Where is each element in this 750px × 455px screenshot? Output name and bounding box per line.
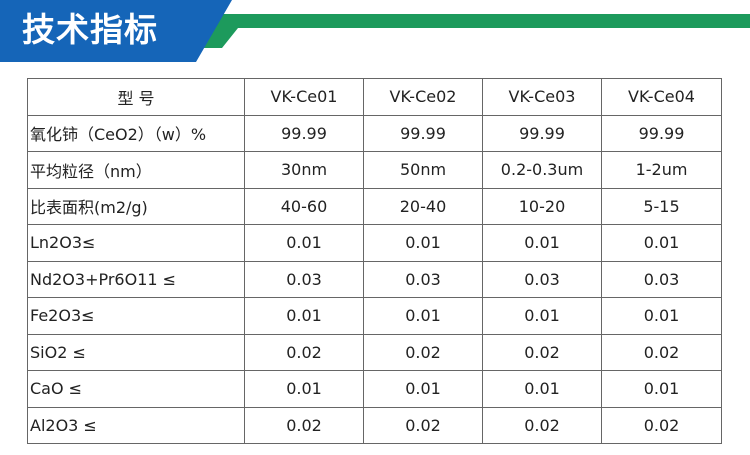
table-row: 平均粒径（nm） 30nm 50nm 0.2-0.3um 1-2um xyxy=(27,151,722,189)
table-cell: 0.03 xyxy=(482,260,602,298)
table-cell: 99.99 xyxy=(601,114,722,152)
row-label: Fe2O3≤ xyxy=(27,297,245,335)
table-cell: 20-40 xyxy=(363,187,483,225)
table-cell: 0.01 xyxy=(482,370,602,408)
header-cell-model-4: VK-Ce04 xyxy=(601,78,722,116)
header-cell-model-2: VK-Ce02 xyxy=(363,78,483,116)
table-cell: 0.01 xyxy=(482,297,602,335)
table-cell: 0.03 xyxy=(244,260,364,298)
table-cell: 0.02 xyxy=(482,333,602,371)
table-row: CaO ≤ 0.01 0.01 0.01 0.01 xyxy=(27,370,722,408)
row-label: Ln2O3≤ xyxy=(27,224,245,262)
table-cell: 0.01 xyxy=(363,297,483,335)
table-cell: 0.01 xyxy=(244,370,364,408)
table-cell: 0.02 xyxy=(363,406,483,444)
row-label: 比表面积(m2/g) xyxy=(27,187,245,225)
table-header-row: 型 号 VK-Ce01 VK-Ce02 VK-Ce03 VK-Ce04 xyxy=(27,78,722,116)
table-row: SiO2 ≤ 0.02 0.02 0.02 0.02 xyxy=(27,333,722,371)
row-label: Nd2O3+Pr6O11 ≤ xyxy=(27,260,245,298)
row-label: SiO2 ≤ xyxy=(27,333,245,371)
header-cell-model-3: VK-Ce03 xyxy=(482,78,602,116)
table-cell: 0.02 xyxy=(601,406,722,444)
table-cell: 0.03 xyxy=(601,260,722,298)
table-cell: 99.99 xyxy=(244,114,364,152)
table-row: Al2O3 ≤ 0.02 0.02 0.02 0.02 xyxy=(27,406,722,444)
table-cell: 0.01 xyxy=(601,370,722,408)
table-cell: 0.02 xyxy=(482,406,602,444)
table-cell: 0.02 xyxy=(363,333,483,371)
table-row: Nd2O3+Pr6O11 ≤ 0.03 0.03 0.03 0.03 xyxy=(27,260,722,298)
row-label: Al2O3 ≤ xyxy=(27,406,245,444)
row-label: 氧化铈（CeO2）（w）% xyxy=(27,114,245,152)
table-cell: 0.01 xyxy=(601,297,722,335)
table-cell: 0.01 xyxy=(601,224,722,262)
header-cell-model: 型 号 xyxy=(27,78,245,116)
table-cell: 0.01 xyxy=(363,224,483,262)
header-banner: 技术指标 xyxy=(0,0,750,62)
table-row: 比表面积(m2/g) 40-60 20-40 10-20 5-15 xyxy=(27,187,722,225)
header-blue-block xyxy=(0,0,232,62)
table-row: Ln2O3≤ 0.01 0.01 0.01 0.01 xyxy=(27,224,722,262)
table-cell: 0.01 xyxy=(244,224,364,262)
page-title: 技术指标 xyxy=(22,10,158,49)
table-cell: 50nm xyxy=(363,151,483,189)
table-cell: 99.99 xyxy=(363,114,483,152)
header-banner-shapes xyxy=(0,0,750,62)
table-cell: 0.02 xyxy=(601,333,722,371)
table-cell: 30nm xyxy=(244,151,364,189)
table-cell: 0.2-0.3um xyxy=(482,151,602,189)
table-cell: 0.02 xyxy=(244,333,364,371)
table-cell: 0.01 xyxy=(244,297,364,335)
table-cell: 99.99 xyxy=(482,114,602,152)
table-row: Fe2O3≤ 0.01 0.01 0.01 0.01 xyxy=(27,297,722,335)
table-cell: 0.01 xyxy=(482,224,602,262)
table-cell: 1-2um xyxy=(601,151,722,189)
spec-table: 型 号 VK-Ce01 VK-Ce02 VK-Ce03 VK-Ce04 氧化铈（… xyxy=(27,78,722,444)
table-cell: 0.03 xyxy=(363,260,483,298)
table-cell: 5-15 xyxy=(601,187,722,225)
table-cell: 0.02 xyxy=(244,406,364,444)
table-cell: 10-20 xyxy=(482,187,602,225)
row-label: CaO ≤ xyxy=(27,370,245,408)
table-row: 氧化铈（CeO2）（w）% 99.99 99.99 99.99 99.99 xyxy=(27,114,722,152)
table-cell: 0.01 xyxy=(363,370,483,408)
header-cell-model-1: VK-Ce01 xyxy=(244,78,364,116)
table-cell: 40-60 xyxy=(244,187,364,225)
row-label: 平均粒径（nm） xyxy=(27,151,245,189)
